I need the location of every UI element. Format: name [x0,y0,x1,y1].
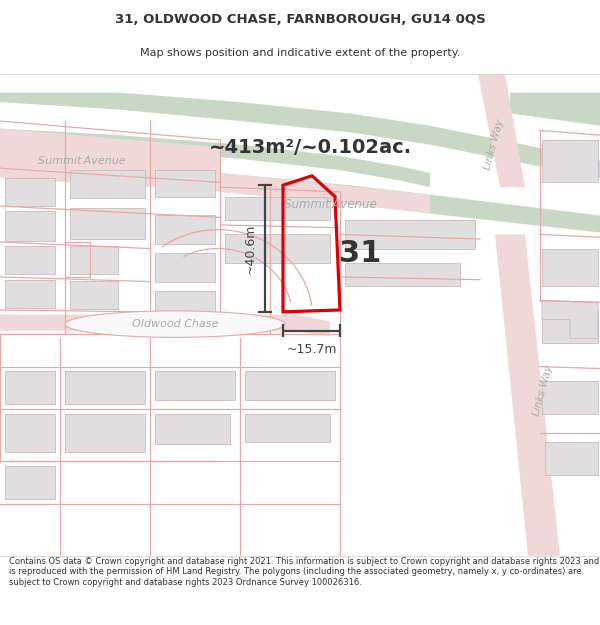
Polygon shape [5,414,55,452]
Polygon shape [70,246,118,274]
Polygon shape [495,234,560,556]
Polygon shape [345,262,460,286]
Polygon shape [155,170,215,197]
Text: Oldwood Chase: Oldwood Chase [132,319,218,329]
Text: Links Way: Links Way [532,364,554,417]
Text: Summit Avenue: Summit Avenue [38,156,126,166]
Polygon shape [225,234,330,262]
Polygon shape [510,92,600,126]
Polygon shape [220,173,430,214]
Text: ~413m²/~0.102ac.: ~413m²/~0.102ac. [208,138,412,157]
Polygon shape [70,208,145,239]
Polygon shape [245,414,330,442]
Polygon shape [65,371,145,404]
Polygon shape [542,301,598,338]
Polygon shape [65,414,145,452]
Polygon shape [155,414,230,444]
Polygon shape [220,173,600,232]
Polygon shape [65,311,285,338]
Polygon shape [155,216,215,244]
Polygon shape [70,170,145,199]
Polygon shape [345,220,475,249]
Polygon shape [0,129,220,192]
Polygon shape [0,129,430,187]
Text: ~15.7m: ~15.7m [286,343,337,356]
Polygon shape [155,371,235,400]
Polygon shape [155,253,215,282]
Text: Summit Avenue: Summit Avenue [284,198,376,211]
Text: ~40.6m: ~40.6m [244,223,257,274]
Polygon shape [5,371,55,404]
Polygon shape [225,197,330,220]
Polygon shape [5,177,55,206]
Polygon shape [542,140,598,182]
Polygon shape [5,280,55,308]
Polygon shape [5,211,55,241]
Polygon shape [5,246,55,274]
Polygon shape [70,281,118,309]
Polygon shape [545,442,598,475]
Text: Links Way: Links Way [482,118,506,171]
Text: Map shows position and indicative extent of the property.: Map shows position and indicative extent… [140,48,460,58]
Polygon shape [542,310,598,343]
Polygon shape [155,291,215,312]
Polygon shape [478,74,525,187]
Text: 31, OLDWOOD CHASE, FARNBOROUGH, GU14 0QS: 31, OLDWOOD CHASE, FARNBOROUGH, GU14 0QS [115,12,485,26]
Polygon shape [0,92,600,178]
Text: Contains OS data © Crown copyright and database right 2021. This information is : Contains OS data © Crown copyright and d… [9,557,599,587]
Polygon shape [542,381,598,414]
Text: 31: 31 [339,239,381,268]
Polygon shape [0,315,330,336]
Polygon shape [542,249,598,286]
Polygon shape [245,371,335,400]
Polygon shape [5,466,55,499]
